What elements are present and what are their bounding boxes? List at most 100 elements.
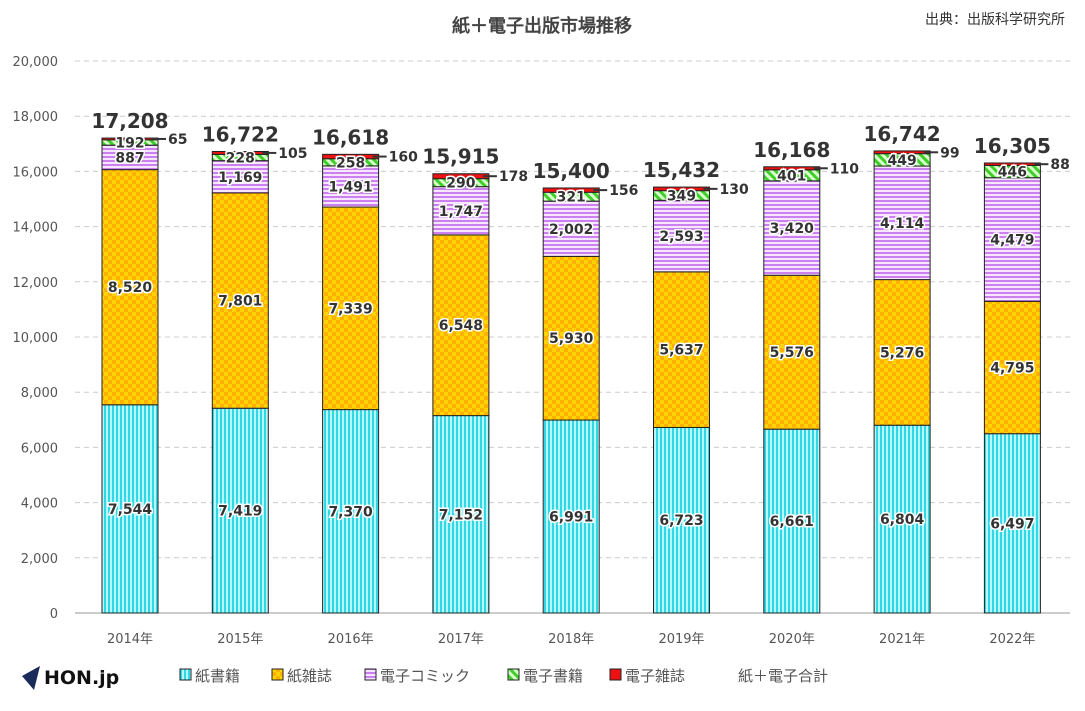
total-label: 16,618 — [312, 125, 389, 149]
legend-swatch — [364, 668, 377, 681]
y-tick-label: 12,000 — [13, 276, 59, 291]
y-tick-label: 20,000 — [13, 55, 59, 70]
data-label: 110 — [830, 161, 859, 177]
bar-segment — [211, 192, 269, 409]
y-tick-label: 16,000 — [13, 165, 59, 180]
bar-segment — [322, 206, 380, 411]
y-tick-label: 10,000 — [13, 331, 59, 346]
bar-segment — [432, 415, 490, 614]
data-label: 156 — [609, 183, 638, 199]
y-tick-label: 6,000 — [21, 441, 58, 456]
data-label: 8,520 — [108, 280, 153, 296]
legend-label: 紙雑誌 — [287, 667, 332, 685]
bar-segment — [101, 404, 159, 614]
data-label: 130 — [720, 182, 749, 198]
legend-swatch — [179, 668, 192, 681]
total-label: 15,432 — [643, 158, 720, 182]
x-tick-label: 2022年 — [989, 632, 1035, 647]
x-tick-label: 2020年 — [769, 632, 815, 647]
y-tick-label: 4,000 — [21, 497, 58, 512]
data-label: 7,801 — [218, 294, 262, 310]
y-tick-label: 0 — [50, 607, 58, 622]
bar-segment — [322, 409, 380, 614]
total-label: 16,168 — [753, 138, 830, 162]
total-label: 15,400 — [533, 159, 610, 183]
total-label: 17,208 — [91, 109, 168, 133]
data-label: 6,723 — [659, 513, 703, 529]
bar-segment — [763, 180, 821, 276]
data-label: 7,370 — [328, 504, 373, 520]
x-tick-label: 2019年 — [658, 632, 704, 647]
data-label: 192 — [115, 136, 144, 152]
x-tick-label: 2015年 — [217, 632, 263, 647]
data-label: 5,637 — [659, 343, 703, 359]
bar-segment — [983, 177, 1041, 302]
total-label: 16,305 — [974, 134, 1051, 158]
data-label: 1,169 — [218, 170, 262, 186]
bar-segment — [763, 274, 821, 430]
hon-logo: HON.jp — [22, 666, 119, 690]
x-tick-label: 2014年 — [107, 632, 153, 647]
source-note: 出典：出版科学研究所 — [925, 12, 1065, 28]
data-label: 4,114 — [880, 216, 925, 232]
legend-swatch — [609, 668, 622, 681]
bar-segment — [653, 271, 710, 428]
data-label: 401 — [777, 168, 806, 184]
y-tick-label: 14,000 — [13, 221, 59, 236]
data-label: 449 — [887, 153, 916, 169]
data-label: 1,747 — [439, 204, 483, 220]
legend-label: 紙書籍 — [195, 667, 240, 685]
x-tick-label: 2017年 — [438, 632, 484, 647]
data-label: 7,419 — [218, 504, 262, 520]
data-label: 65 — [168, 132, 187, 148]
bar-segment — [763, 428, 821, 614]
data-label: 6,497 — [990, 516, 1034, 532]
legend-label: 電子書籍 — [523, 667, 583, 685]
logo-text: HON.jp — [44, 667, 119, 689]
bar-segment — [211, 160, 269, 194]
bar-segment — [211, 407, 269, 614]
data-label: 2,593 — [659, 229, 703, 245]
data-label: 5,276 — [880, 345, 924, 361]
bar-segment — [983, 300, 1041, 435]
bar-segment — [653, 426, 710, 614]
data-label: 6,548 — [439, 318, 483, 334]
bar-segment — [873, 279, 931, 426]
data-label: 446 — [998, 165, 1027, 181]
data-label: 290 — [446, 176, 475, 192]
y-tick-label: 18,000 — [13, 110, 59, 125]
data-label: 5,930 — [549, 331, 594, 347]
data-label: 88 — [1050, 157, 1069, 173]
legend-swatch — [271, 668, 284, 681]
y-tick-label: 2,000 — [21, 552, 58, 567]
bar-segment — [542, 419, 600, 614]
data-label: 7,339 — [328, 301, 372, 317]
data-label: 228 — [226, 151, 255, 167]
data-label: 349 — [667, 188, 696, 204]
data-label: 99 — [940, 145, 959, 161]
data-label: 3,420 — [770, 221, 815, 237]
data-label: 4,479 — [990, 233, 1034, 249]
data-label: 321 — [557, 190, 586, 206]
bar-segment — [653, 199, 710, 273]
legend-swatch — [507, 668, 520, 681]
data-label: 7,544 — [108, 502, 153, 518]
data-label: 2,002 — [549, 222, 593, 238]
data-label: 1,491 — [328, 179, 372, 195]
chart-title: 紙＋電子出版市場推移 — [452, 15, 632, 37]
bar-segment — [101, 144, 159, 171]
data-label: 160 — [389, 150, 418, 166]
total-label: 16,722 — [202, 122, 279, 146]
data-label: 5,576 — [770, 345, 814, 361]
total-label: 16,742 — [864, 122, 941, 146]
data-label: 178 — [499, 169, 528, 185]
legend-label-total: 紙＋電子合計 — [738, 667, 828, 685]
data-label: 105 — [278, 146, 307, 162]
bar-segment — [983, 433, 1041, 614]
data-label: 6,991 — [549, 510, 593, 526]
total-label: 15,915 — [422, 145, 499, 169]
legend-label: 電子雑誌 — [625, 667, 685, 685]
x-tick-label: 2018年 — [548, 632, 594, 647]
data-label: 7,152 — [439, 507, 483, 523]
